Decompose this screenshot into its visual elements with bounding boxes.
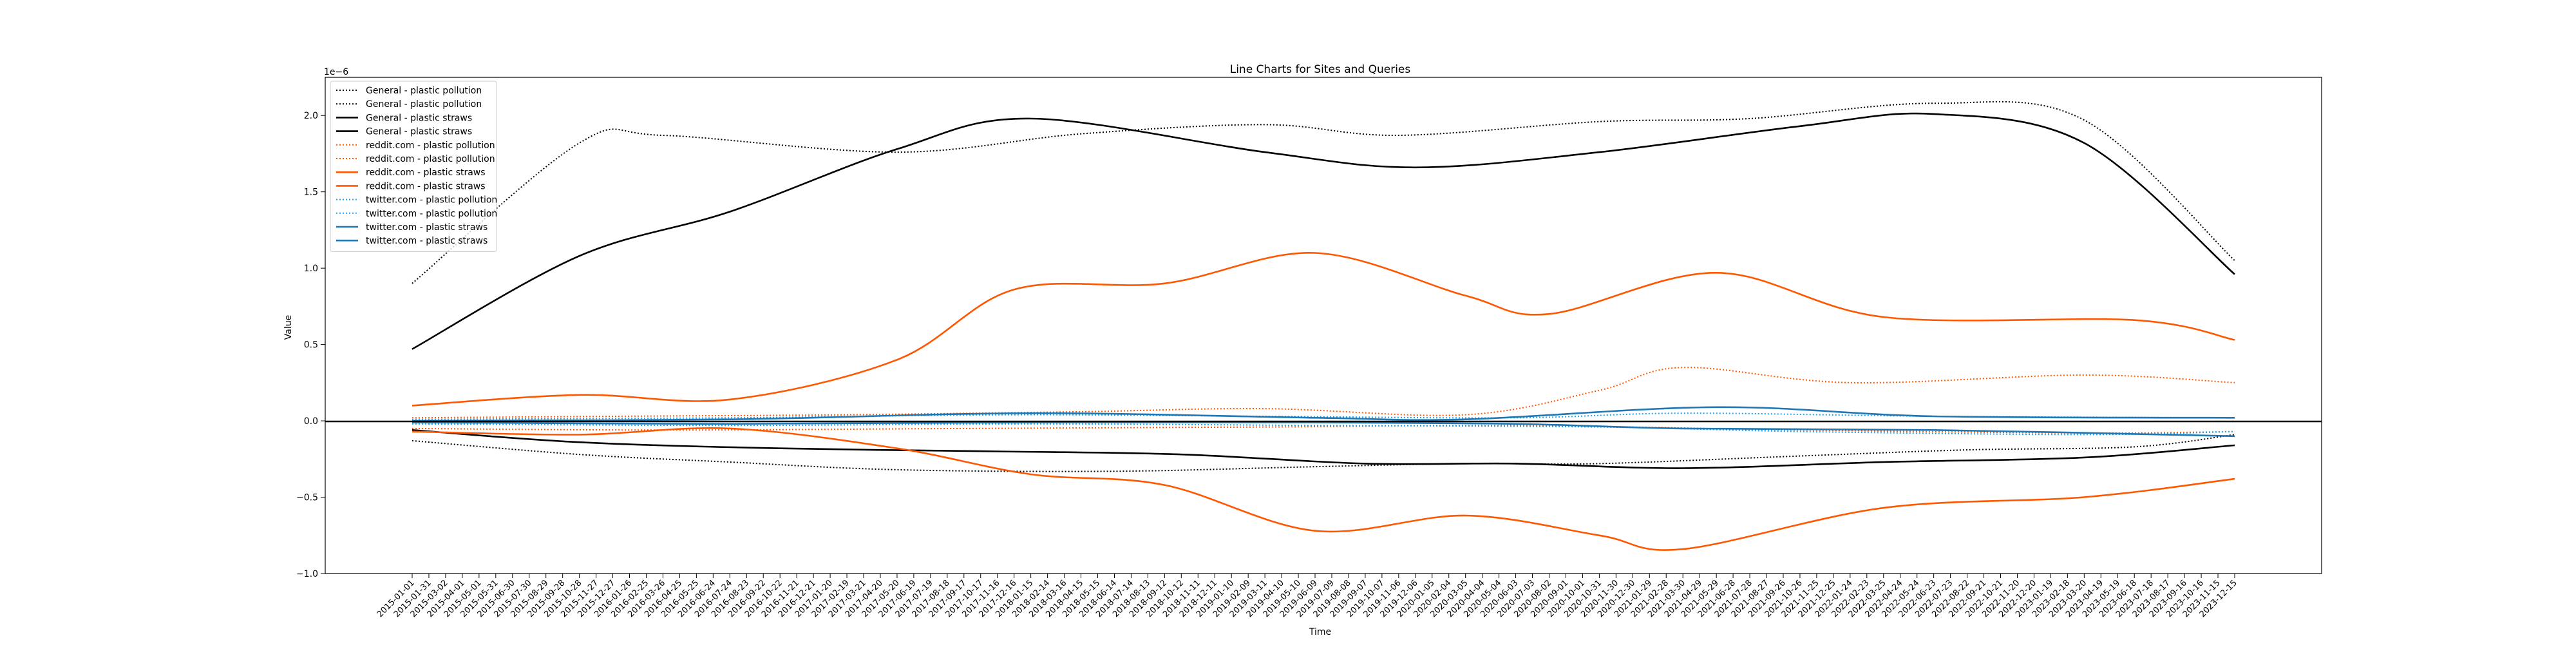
legend-label: General - plastic pollution: [366, 86, 482, 96]
y-tick-label: −1.0: [296, 569, 318, 579]
legend-label: twitter.com - plastic straws: [366, 222, 488, 233]
legend-box: [330, 81, 497, 252]
legend-label: reddit.com - plastic straws: [366, 168, 486, 178]
series-line-9: [412, 423, 2235, 436]
legend-label: reddit.com - plastic pollution: [366, 154, 495, 164]
legend-label: General - plastic straws: [366, 113, 472, 123]
legend-label: General - plastic straws: [366, 127, 472, 137]
series-line-7: [412, 427, 2235, 551]
legend-label: twitter.com - plastic pollution: [366, 209, 497, 219]
legend-label: twitter.com - plastic straws: [366, 236, 488, 246]
chart-title: Line Charts for Sites and Queries: [1230, 63, 1411, 76]
y-tick-label: 2.0: [304, 111, 318, 121]
legend-label: reddit.com - plastic straws: [366, 181, 486, 191]
legend-label: General - plastic pollution: [366, 99, 482, 110]
y-tick-label: 1.5: [304, 188, 318, 198]
series-line-0: [412, 101, 2235, 284]
y-tick-label: 1.0: [304, 264, 318, 274]
y-tick-label: −0.5: [296, 493, 318, 503]
series-line-11: [412, 421, 2235, 438]
y-tick-label: 0.5: [304, 340, 318, 351]
y-axis-label: Value: [283, 315, 294, 340]
y-offset-label: 1e−6: [324, 67, 348, 77]
series-line-2: [412, 112, 2235, 350]
x-axis-label: Time: [1309, 627, 1331, 637]
series-line-5: [412, 425, 2235, 434]
series-line-3: [412, 429, 2235, 469]
series-line-4: [412, 367, 2235, 419]
series-line-6: [412, 252, 2235, 407]
plot-frame: [325, 77, 2322, 574]
legend-label: twitter.com - plastic pollution: [366, 195, 497, 206]
legend-label: reddit.com - plastic pollution: [366, 140, 495, 151]
series-line-1: [412, 434, 2235, 472]
series-line-8: [412, 412, 2235, 420]
series-line-10: [412, 406, 2235, 422]
y-tick-label: 0.0: [304, 416, 318, 427]
